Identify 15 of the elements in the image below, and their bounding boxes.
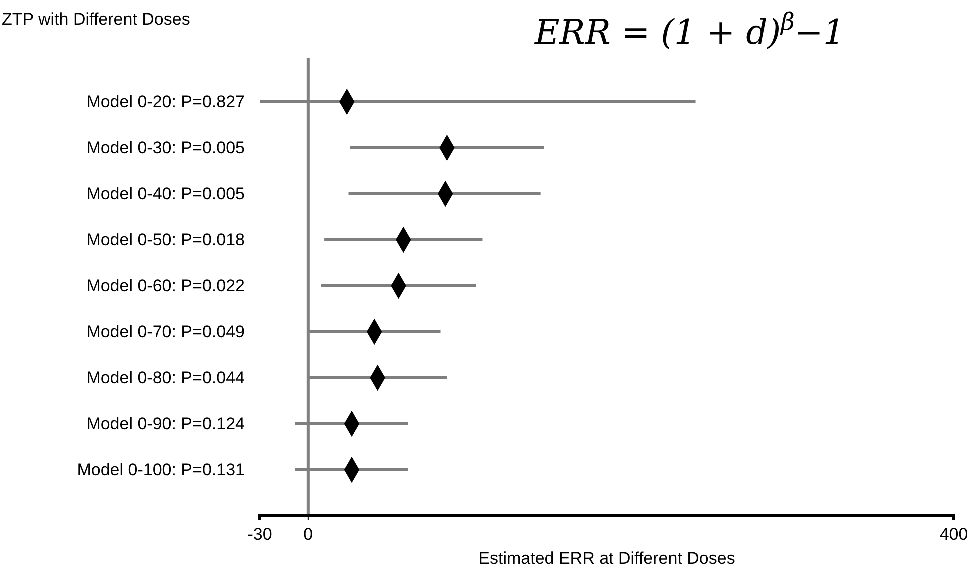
y-tick-label: Model 0-60: P=0.022 bbox=[86, 276, 245, 296]
y-tick-label: Model 0-80: P=0.044 bbox=[86, 368, 245, 388]
y-tick-label: Model 0-50: P=0.018 bbox=[86, 230, 245, 250]
x-tick-label: 400 bbox=[940, 525, 968, 544]
x-tick-label: -30 bbox=[248, 525, 272, 544]
y-tick-label: Model 0-100: P=0.131 bbox=[77, 460, 245, 480]
text: ERR = (1 + d)$^{β}$−1 bbox=[534, 8, 846, 53]
x-tick-label: 0 bbox=[304, 525, 314, 544]
y-tick-label: Model 0-70: P=0.049 bbox=[86, 322, 245, 342]
text: ZTP with Different Doses bbox=[2, 10, 190, 29]
y-tick-label: Model 0-40: P=0.005 bbox=[86, 184, 245, 204]
y-tick-label: Model 0-20: P=0.827 bbox=[86, 92, 245, 112]
y-tick-label: Model 0-30: P=0.005 bbox=[86, 138, 245, 158]
x-axis-title: Estimated ERR at Different Doses bbox=[478, 549, 736, 568]
y-tick-label: Model 0-90: P=0.124 bbox=[86, 414, 245, 434]
